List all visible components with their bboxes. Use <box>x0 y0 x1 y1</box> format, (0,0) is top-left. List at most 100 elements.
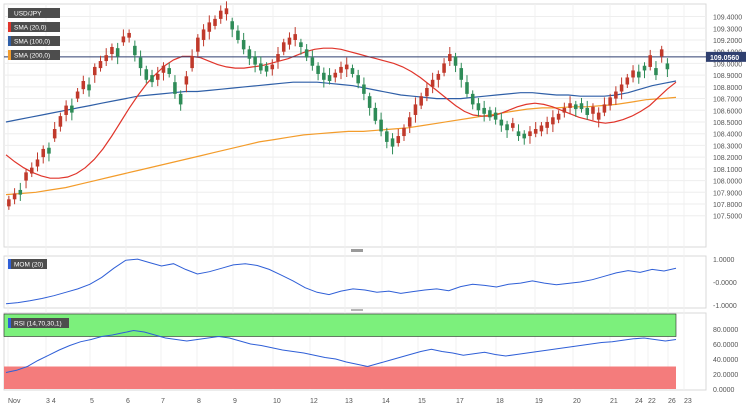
mom-legend-label: MOM (20) <box>14 262 43 269</box>
candle-body <box>190 56 194 69</box>
candle-body <box>52 129 57 139</box>
candle-body <box>92 66 97 76</box>
candle-body <box>327 75 332 81</box>
candle-body <box>81 80 86 90</box>
legend-layer: USD/JPY SMA (20,0) SMA (100,0) SMA (200,0) M… <box>8 8 69 328</box>
rsi-tick-label: 0.0000 <box>713 387 735 394</box>
mom-tick-label: -0.0000 <box>713 280 737 287</box>
x-tick-label: 17 <box>456 398 464 405</box>
candle-body <box>110 47 114 55</box>
y-tick-label: 108.2000 <box>713 155 742 162</box>
candle-body <box>299 42 303 48</box>
candle-body <box>505 124 509 131</box>
candle-body <box>167 68 171 74</box>
y-tick-label: 109.3000 <box>713 26 742 33</box>
candle-body <box>201 29 206 40</box>
candle-body <box>12 193 17 200</box>
candle-body <box>407 117 412 127</box>
candle-body <box>648 55 653 67</box>
rsi-tick-label: 20.0000 <box>713 372 738 379</box>
legend-swatch <box>8 8 11 18</box>
legend-box <box>11 50 60 60</box>
sma100-line <box>5 80 677 123</box>
candle-body <box>333 72 338 78</box>
panel-resize-handle[interactable] <box>351 249 363 252</box>
candle-body <box>545 121 549 128</box>
y-tick-label: 108.7000 <box>713 97 742 104</box>
mom-tick-label: 1.0000 <box>713 257 735 264</box>
candle-body <box>247 49 252 59</box>
candle-body <box>47 147 51 154</box>
x-tick-label: 13 <box>345 398 353 405</box>
main-panel-frame <box>3 3 707 248</box>
candle-body <box>511 123 515 128</box>
panel-resize-handle[interactable] <box>351 309 363 311</box>
candle-body <box>155 73 160 80</box>
candle-body <box>35 159 40 167</box>
candle-body <box>264 65 269 72</box>
rsi-tick-label: 60.0000 <box>713 342 738 349</box>
indicator-layer <box>5 258 677 373</box>
rsi-zones <box>3 313 677 389</box>
candle-body <box>115 48 120 57</box>
candle-body <box>390 138 395 147</box>
x-tick-label: 20 <box>573 398 581 405</box>
candle-body <box>339 66 343 73</box>
mom-tick-label: -1.0000 <box>713 303 737 310</box>
candle-body <box>579 103 584 110</box>
y-tick-label: 109.0000 <box>713 61 742 68</box>
candle-body <box>591 106 595 114</box>
candle-body <box>602 104 607 113</box>
legend-swatch <box>8 50 11 60</box>
candle-body <box>459 68 464 80</box>
candle-body <box>356 75 360 84</box>
candle-body <box>24 172 28 181</box>
legend-label: SMA (20,0) <box>14 25 47 32</box>
candle-body <box>161 65 166 73</box>
candle-body <box>70 105 74 113</box>
x-tick-label: 19 <box>535 398 543 405</box>
legend-swatch <box>8 259 11 269</box>
candle-body <box>419 96 423 106</box>
mom-line <box>5 258 677 305</box>
candle-body <box>213 18 217 26</box>
candle-body <box>304 49 309 58</box>
candle-body <box>173 82 177 94</box>
x-tick-label: 14 <box>382 398 390 405</box>
candle-body <box>138 57 143 69</box>
candle-body <box>344 64 349 70</box>
legend-label: USD/JPY <box>14 11 42 18</box>
candle-body <box>276 54 280 62</box>
rsi-legend-label: RSI (14,70,30,1) <box>14 321 62 328</box>
candle-body <box>98 61 103 69</box>
y-tick-label: 107.9000 <box>713 190 742 197</box>
candle-body <box>482 107 486 114</box>
candle-body <box>241 39 246 50</box>
candle-body <box>184 76 189 85</box>
candle-body <box>253 56 257 65</box>
candle-body <box>585 107 590 115</box>
candle-body <box>528 131 532 137</box>
legend-swatch <box>8 22 11 32</box>
legend-label: SMA (200,0) <box>14 53 50 60</box>
candle-body <box>476 103 481 111</box>
x-tick-label: 5 <box>90 398 94 405</box>
y-tick-label: 107.8000 <box>713 202 742 209</box>
candle-body <box>322 72 326 80</box>
y-tick-label: 109.4000 <box>713 15 742 22</box>
candle-body <box>133 45 137 56</box>
y-tick-label: 108.5000 <box>713 120 742 127</box>
y-tick-label: 108.4000 <box>713 132 742 139</box>
candle-body <box>493 112 498 120</box>
candle-body <box>665 63 670 70</box>
candle-body <box>7 199 11 207</box>
x-tick-label: 24 <box>635 398 643 405</box>
candle-body <box>75 91 80 99</box>
candle-body <box>642 65 647 71</box>
candle-body <box>196 37 200 52</box>
candle-body <box>402 127 406 137</box>
candle-body <box>316 65 320 74</box>
candle-body <box>465 82 469 94</box>
rsi-legend-box <box>11 318 69 328</box>
